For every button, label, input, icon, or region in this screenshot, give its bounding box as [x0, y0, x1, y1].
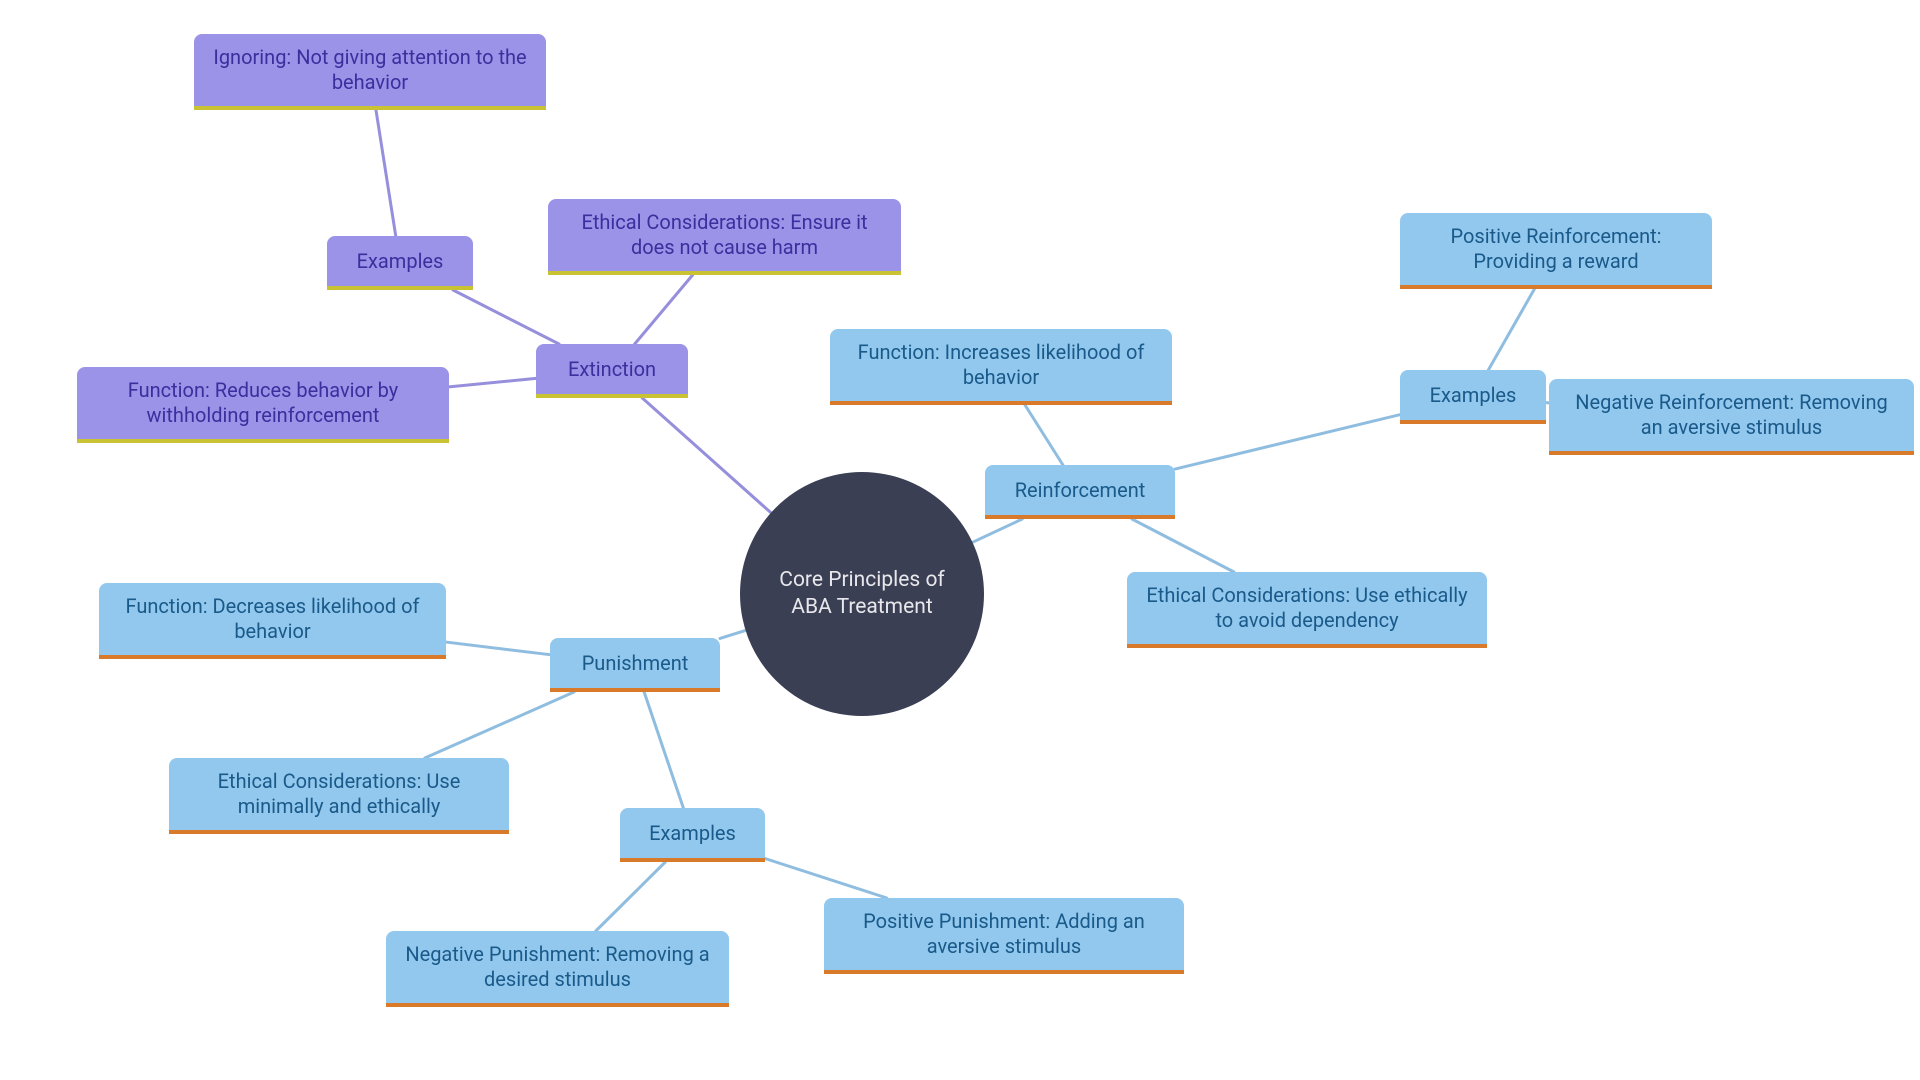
node-label: Punishment — [582, 651, 689, 676]
node-label: Examples — [1430, 383, 1517, 408]
node-ext_examples: Examples — [327, 236, 473, 290]
edge — [449, 378, 536, 386]
edge — [635, 275, 693, 344]
node-punishment: Punishment — [550, 638, 720, 692]
edge — [644, 692, 683, 808]
node-pun_neg: Negative Punishment: Removing a desired … — [386, 931, 729, 1007]
center-label: Core Principles of ABA Treatment — [760, 567, 964, 622]
edge — [642, 398, 771, 513]
edge — [446, 642, 550, 655]
node-rein_func: Function: Increases likelihood of behavi… — [830, 329, 1172, 405]
edge — [765, 859, 887, 898]
node-label: Ignoring: Not giving attention to the be… — [208, 45, 532, 95]
node-label: Negative Punishment: Removing a desired … — [400, 942, 715, 992]
edge — [1175, 415, 1400, 469]
node-label: Examples — [649, 821, 736, 846]
node-extinction: Extinction — [536, 344, 688, 398]
node-pun_pos: Positive Punishment: Adding an aversive … — [824, 898, 1184, 974]
edge — [1132, 519, 1234, 572]
node-pun_examples: Examples — [620, 808, 765, 862]
node-ext_ignoring: Ignoring: Not giving attention to the be… — [194, 34, 546, 110]
center-node: Core Principles of ABA Treatment — [740, 472, 984, 716]
node-ext_ethics: Ethical Considerations: Ensure it does n… — [548, 199, 901, 275]
edge — [973, 519, 1023, 542]
node-label: Reinforcement — [1015, 478, 1146, 503]
node-label: Positive Reinforcement: Providing a rewa… — [1414, 224, 1698, 274]
node-rein_ethics: Ethical Considerations: Use ethically to… — [1127, 572, 1487, 648]
node-label: Extinction — [568, 357, 656, 382]
node-label: Negative Reinforcement: Removing an aver… — [1563, 390, 1900, 440]
node-label: Ethical Considerations: Use ethically to… — [1141, 583, 1473, 633]
edge — [720, 630, 746, 638]
edge — [425, 692, 574, 758]
edge — [1025, 405, 1063, 465]
node-rein_examples: Examples — [1400, 370, 1546, 424]
node-label: Function: Decreases likelihood of behavi… — [113, 594, 432, 644]
edge — [453, 290, 559, 344]
node-label: Examples — [357, 249, 444, 274]
node-label: Positive Punishment: Adding an aversive … — [838, 909, 1170, 959]
edge — [376, 110, 396, 236]
node-ext_func: Function: Reduces behavior by withholdin… — [77, 367, 449, 443]
edge — [596, 862, 666, 931]
node-label: Ethical Considerations: Ensure it does n… — [562, 210, 887, 260]
node-pun_ethics: Ethical Considerations: Use minimally an… — [169, 758, 509, 834]
mindmap-canvas: Core Principles of ABA Treatment Reinfor… — [0, 0, 1920, 1080]
node-pun_func: Function: Decreases likelihood of behavi… — [99, 583, 446, 659]
node-rein_neg: Negative Reinforcement: Removing an aver… — [1549, 379, 1914, 455]
node-label: Function: Reduces behavior by withholdin… — [91, 378, 435, 428]
node-rein_pos: Positive Reinforcement: Providing a rewa… — [1400, 213, 1712, 289]
edge — [1488, 289, 1534, 370]
node-reinforcement: Reinforcement — [985, 465, 1175, 519]
node-label: Function: Increases likelihood of behavi… — [844, 340, 1158, 390]
node-label: Ethical Considerations: Use minimally an… — [183, 769, 495, 819]
